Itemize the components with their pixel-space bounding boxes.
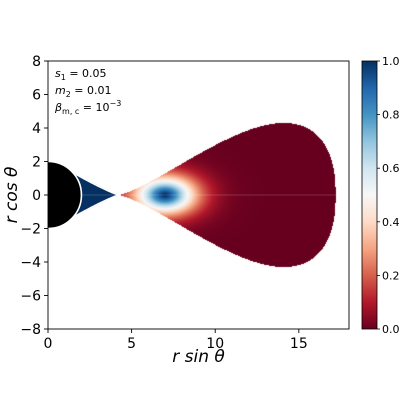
colorbar-tick-label: 0.8 bbox=[382, 109, 400, 122]
x-axis-label: r sin θ bbox=[172, 347, 225, 367]
inner-region-outline bbox=[54, 161, 121, 229]
x-tick-label: 15 bbox=[290, 336, 308, 352]
plot-area bbox=[48, 61, 349, 329]
colorbar-tick-label: 0.4 bbox=[382, 216, 400, 229]
y-axis-label: r cos θ bbox=[2, 166, 22, 223]
annotation--text: βm, c = 10−3 bbox=[54, 99, 121, 116]
annotation-s-text: s1 = 0.05 bbox=[55, 67, 107, 82]
x-tick-label: 10 bbox=[206, 336, 224, 352]
x-tick-label: 0 bbox=[44, 336, 53, 352]
central-body bbox=[48, 160, 83, 230]
x-axis: 0 5 10 15 bbox=[44, 329, 308, 352]
y-tick-label: −2 bbox=[20, 222, 41, 238]
y-tick-label: 2 bbox=[32, 155, 41, 171]
y-tick-label: 8 bbox=[32, 54, 41, 70]
colorbar-tick-label: 0.6 bbox=[382, 162, 400, 175]
annotation-m-text: m2 = 0.01 bbox=[55, 84, 112, 99]
y-tick-label: 0 bbox=[32, 188, 41, 204]
colorbar bbox=[361, 60, 378, 330]
y-tick-label: −4 bbox=[20, 255, 41, 271]
y-tick-label: 4 bbox=[32, 121, 41, 137]
colorbar-tick-label: 0.0 bbox=[382, 323, 400, 336]
colorbar-tick-label: 0.2 bbox=[382, 269, 400, 282]
colorbar-axis: 0.0 0.2 0.4 0.6 0.8 1.0 bbox=[377, 55, 400, 336]
x-tick-label: 5 bbox=[127, 336, 136, 352]
density-field bbox=[48, 61, 349, 329]
y-axis: −8 −6 −4 −2 0 2 4 6 8 bbox=[20, 54, 48, 338]
y-tick-label: −8 bbox=[20, 322, 41, 338]
y-tick-label: 6 bbox=[32, 88, 41, 104]
y-tick-label: −6 bbox=[20, 289, 41, 305]
colorbar-tick-label: 1.0 bbox=[382, 55, 400, 68]
